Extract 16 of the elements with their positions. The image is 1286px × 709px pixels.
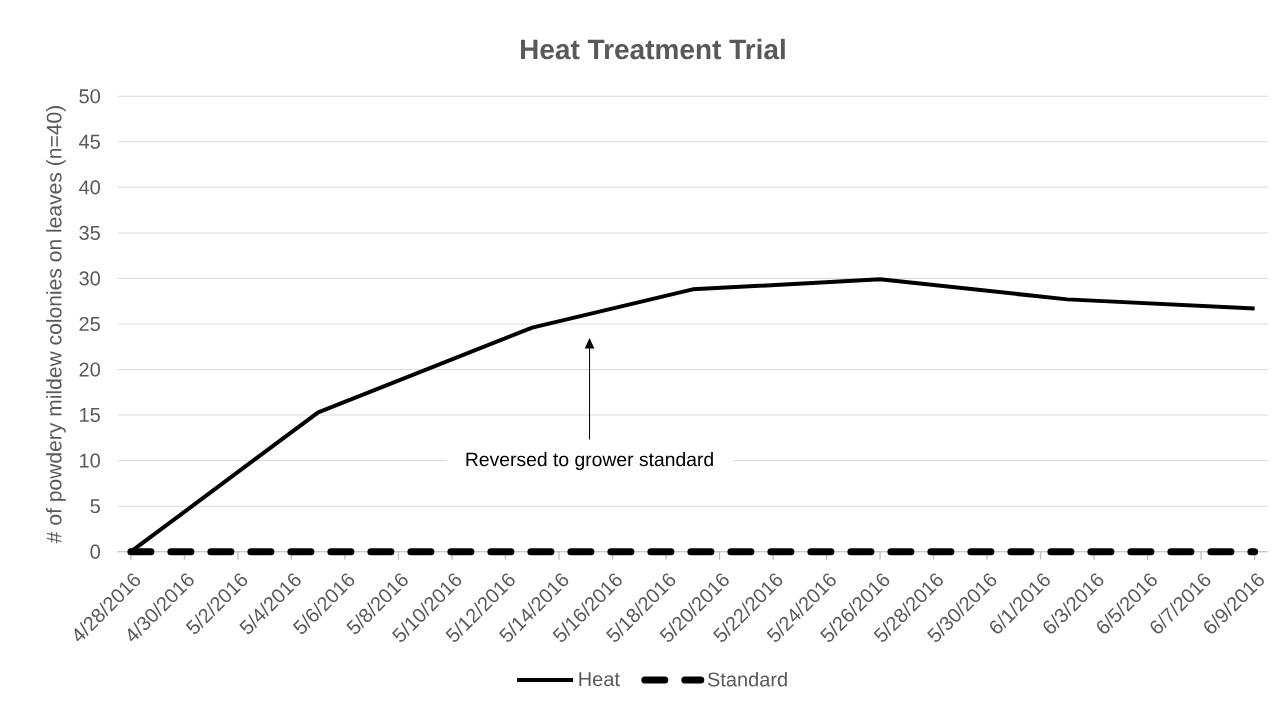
y-tick-label: 20 bbox=[79, 362, 100, 377]
y-tick-label: 10 bbox=[80, 453, 100, 468]
y-tick-label: 40 bbox=[79, 180, 100, 195]
y-tick-label: 5 bbox=[90, 499, 100, 514]
y-tick-label: 25 bbox=[79, 316, 100, 332]
y-tick-label: 50 bbox=[79, 89, 100, 104]
y-tick-label: 0 bbox=[90, 544, 100, 559]
y-axis-title: # of powdery mildew colonies on leaves (n=40) bbox=[46, 106, 66, 544]
y-tick-label: 30 bbox=[79, 271, 100, 286]
legend-label: Heat bbox=[579, 672, 620, 687]
y-tick-label: 45 bbox=[79, 134, 100, 149]
chart-title: Heat Treatment Trial bbox=[520, 38, 785, 60]
legend-label: Standard bbox=[707, 671, 787, 687]
y-tick-label: 35 bbox=[79, 225, 100, 240]
annotation: Reversed to grower standard bbox=[466, 452, 713, 471]
y-tick-label: 15 bbox=[80, 408, 100, 423]
